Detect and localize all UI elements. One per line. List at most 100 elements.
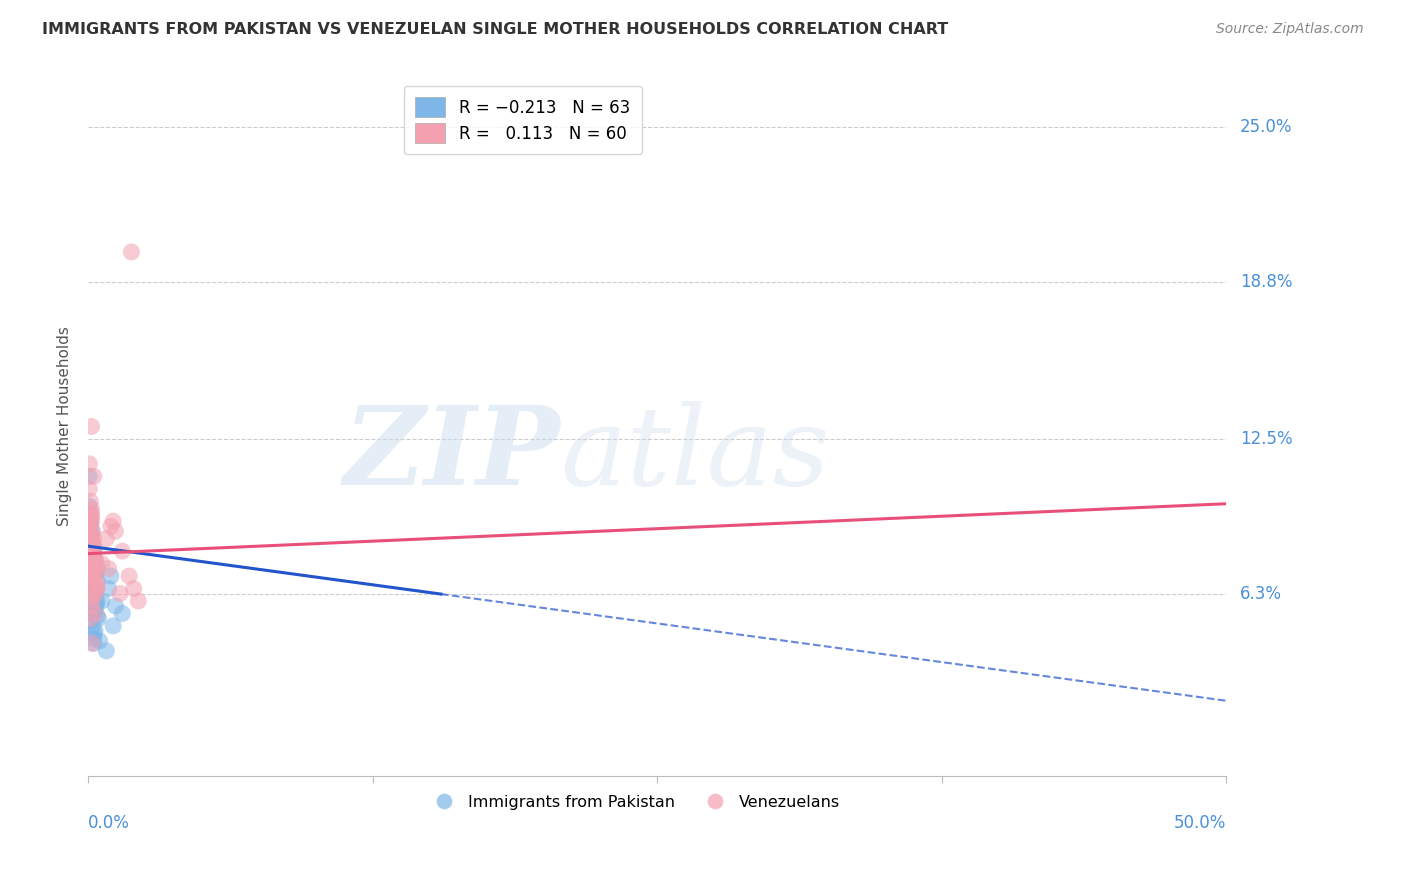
Point [82, 619, 104, 633]
Point [82, 572, 104, 586]
Point [80, 559, 103, 574]
Point [96, 532, 118, 546]
Point [80, 507, 103, 521]
Point [83, 544, 105, 558]
Point [80, 534, 103, 549]
Point [84, 599, 107, 613]
Point [82, 524, 104, 539]
Point [127, 594, 149, 608]
Point [86, 609, 108, 624]
Point [79, 500, 101, 514]
Point [122, 582, 145, 596]
Point [80, 419, 103, 434]
Point [79, 526, 101, 541]
Text: 25.0%: 25.0% [1240, 119, 1292, 136]
Point [83, 532, 105, 546]
Point [82, 572, 104, 586]
Point [82, 591, 104, 606]
Point [82, 576, 104, 591]
Point [89, 633, 111, 648]
Point [82, 551, 104, 566]
Point [79, 507, 101, 521]
Point [80, 541, 103, 556]
Text: 12.5%: 12.5% [1240, 430, 1292, 448]
Point [104, 524, 127, 539]
Point [84, 604, 107, 618]
Point [100, 569, 122, 583]
Point [79, 551, 101, 566]
Point [83, 469, 105, 483]
Point [120, 244, 142, 259]
Point [83, 574, 105, 588]
Point [84, 554, 107, 568]
Point [103, 514, 125, 528]
Point [79, 522, 101, 536]
Point [79, 557, 101, 571]
Point [90, 594, 112, 608]
Point [118, 569, 141, 583]
Point [84, 586, 107, 600]
Point [82, 547, 104, 561]
Point [86, 561, 108, 575]
Point [79, 529, 101, 543]
Point [80, 601, 103, 615]
Point [83, 574, 105, 588]
Point [84, 624, 107, 638]
Point [79, 457, 101, 471]
Point [79, 494, 101, 508]
Point [80, 599, 103, 613]
Point [83, 547, 105, 561]
Point [79, 534, 101, 549]
Point [97, 582, 120, 596]
Text: 50.0%: 50.0% [1174, 814, 1226, 832]
Point [79, 611, 101, 625]
Point [84, 566, 107, 581]
Point [80, 574, 103, 588]
Point [80, 549, 103, 563]
Point [79, 514, 101, 528]
Point [80, 579, 103, 593]
Point [79, 549, 101, 563]
Point [83, 626, 105, 640]
Point [90, 557, 112, 571]
Point [84, 569, 107, 583]
Point [80, 591, 103, 606]
Point [82, 539, 104, 553]
Point [86, 576, 108, 591]
Point [86, 594, 108, 608]
Point [84, 582, 107, 596]
Point [83, 544, 105, 558]
Text: 0.0%: 0.0% [89, 814, 129, 832]
Point [79, 512, 101, 526]
Point [79, 614, 101, 628]
Point [79, 544, 101, 558]
Point [80, 529, 103, 543]
Point [86, 582, 108, 596]
Point [79, 516, 101, 531]
Text: ZIP: ZIP [343, 401, 561, 508]
Point [83, 539, 105, 553]
Point [79, 516, 101, 531]
Point [79, 524, 101, 539]
Point [83, 607, 105, 621]
Point [84, 589, 107, 603]
Point [79, 532, 101, 546]
Point [84, 554, 107, 568]
Point [79, 519, 101, 533]
Point [82, 566, 104, 581]
Point [87, 611, 110, 625]
Point [79, 519, 101, 533]
Point [82, 536, 104, 550]
Point [80, 514, 103, 528]
Point [84, 582, 107, 596]
Point [111, 544, 134, 558]
Point [79, 526, 101, 541]
Point [83, 569, 105, 583]
Point [79, 586, 101, 600]
Point [96, 644, 118, 658]
Legend: Immigrants from Pakistan, Venezuelans: Immigrants from Pakistan, Venezuelans [422, 789, 846, 816]
Point [79, 564, 101, 578]
Point [80, 509, 103, 524]
Point [79, 507, 101, 521]
Point [79, 589, 101, 603]
